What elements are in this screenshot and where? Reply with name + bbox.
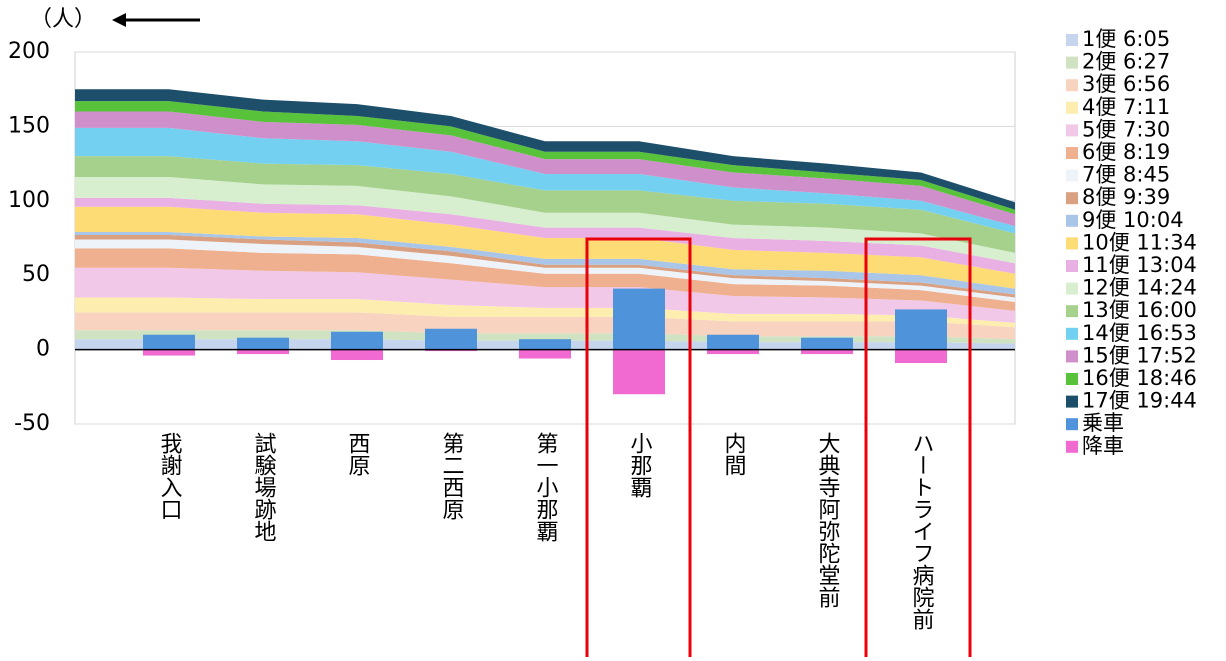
area — [75, 89, 1015, 210]
legend-swatch — [1066, 169, 1078, 182]
legend-label: 1便 6:05 — [1082, 27, 1170, 51]
legend-label: 14便 16:53 — [1082, 321, 1197, 345]
legend-swatch — [1066, 327, 1078, 340]
bar — [331, 349, 383, 361]
bar — [895, 309, 947, 350]
legend-label: 乗車 — [1082, 411, 1124, 435]
y-tick-label: -50 — [14, 411, 50, 436]
legend-label: 11便 13:04 — [1082, 253, 1197, 277]
area — [75, 267, 1015, 323]
legend-swatch — [1066, 192, 1078, 205]
legend-swatch — [1066, 440, 1078, 453]
legend-label: 6便 8:19 — [1082, 140, 1170, 164]
bar — [801, 337, 853, 350]
x-tick-label: 第一小那覇 — [533, 432, 559, 542]
x-tick-label: 我謝入口 — [157, 432, 183, 520]
legend-swatch — [1066, 395, 1078, 408]
area — [75, 197, 1015, 274]
legend-label: 5便 7:30 — [1082, 117, 1170, 141]
legend-label: 3便 6:56 — [1082, 72, 1170, 96]
area — [75, 206, 1015, 289]
legend-swatch — [1066, 350, 1078, 363]
legend-label: 10便 11:34 — [1082, 230, 1197, 254]
arrow-head — [112, 13, 126, 27]
legend-label: 16便 18:46 — [1082, 366, 1197, 390]
legend-swatch — [1066, 260, 1078, 272]
legend-swatch — [1066, 56, 1078, 69]
area — [75, 101, 1015, 215]
y-unit: （人） — [30, 7, 96, 32]
bar — [707, 349, 759, 355]
legend-swatch — [1066, 237, 1078, 250]
bar — [613, 288, 665, 350]
area — [75, 156, 1015, 253]
area — [75, 235, 1015, 298]
x-tick-label: 第二西原 — [439, 432, 465, 520]
bar — [707, 334, 759, 350]
bar — [895, 349, 947, 363]
legend-swatch — [1066, 214, 1078, 227]
legend-swatch — [1066, 147, 1078, 159]
bar — [519, 339, 571, 350]
legend-label: 降車 — [1082, 434, 1124, 458]
x-tick-label: ハートライフ病院前 — [909, 432, 935, 630]
area — [75, 297, 1015, 328]
bar — [143, 349, 195, 356]
bar — [331, 331, 383, 350]
legend-label: 9便 10:04 — [1082, 208, 1184, 232]
area — [75, 239, 1015, 302]
legend-label: 17便 19:44 — [1082, 389, 1197, 413]
legend-label: 7便 8:45 — [1082, 163, 1170, 187]
y-tick-label: 200 — [8, 39, 50, 64]
legend-label: 4便 7:11 — [1082, 95, 1170, 119]
legend-label: 13便 16:00 — [1082, 298, 1197, 322]
area — [75, 176, 1015, 264]
bar — [143, 334, 195, 350]
bar — [801, 349, 853, 355]
area — [75, 248, 1015, 311]
y-tick-label: 100 — [8, 188, 50, 213]
legend-swatch — [1066, 418, 1078, 431]
x-tick-label: 西原 — [345, 432, 371, 476]
legend-swatch — [1066, 79, 1078, 92]
x-tick-label: 大典寺阿弥陀堂前 — [815, 432, 841, 608]
legend-swatch — [1066, 373, 1078, 385]
bar — [237, 337, 289, 350]
legend-swatch — [1066, 305, 1078, 318]
x-tick-label: 試験場跡地 — [251, 432, 277, 542]
y-tick-label: 150 — [8, 113, 50, 138]
legend-label: 15便 17:52 — [1082, 343, 1197, 367]
legend-swatch — [1066, 34, 1078, 46]
x-tick-label: 内間 — [721, 432, 746, 476]
area — [75, 111, 1015, 227]
area — [75, 127, 1015, 234]
area — [75, 330, 1015, 344]
y-tick-label: 50 — [22, 262, 50, 287]
legend-swatch — [1066, 124, 1078, 137]
area — [75, 312, 1015, 340]
bar — [613, 349, 665, 395]
bar — [237, 349, 289, 355]
bar — [519, 349, 571, 359]
legend-label: 2便 6:27 — [1082, 50, 1170, 74]
legend-swatch — [1066, 101, 1078, 114]
legend-label: 12便 14:24 — [1082, 276, 1197, 300]
bar — [425, 328, 477, 350]
area — [75, 232, 1015, 295]
x-tick-label: 小那覇 — [627, 432, 653, 498]
legend-swatch — [1066, 282, 1078, 295]
y-tick-label: 0 — [36, 337, 50, 362]
legend-label: 8便 9:39 — [1082, 185, 1170, 209]
